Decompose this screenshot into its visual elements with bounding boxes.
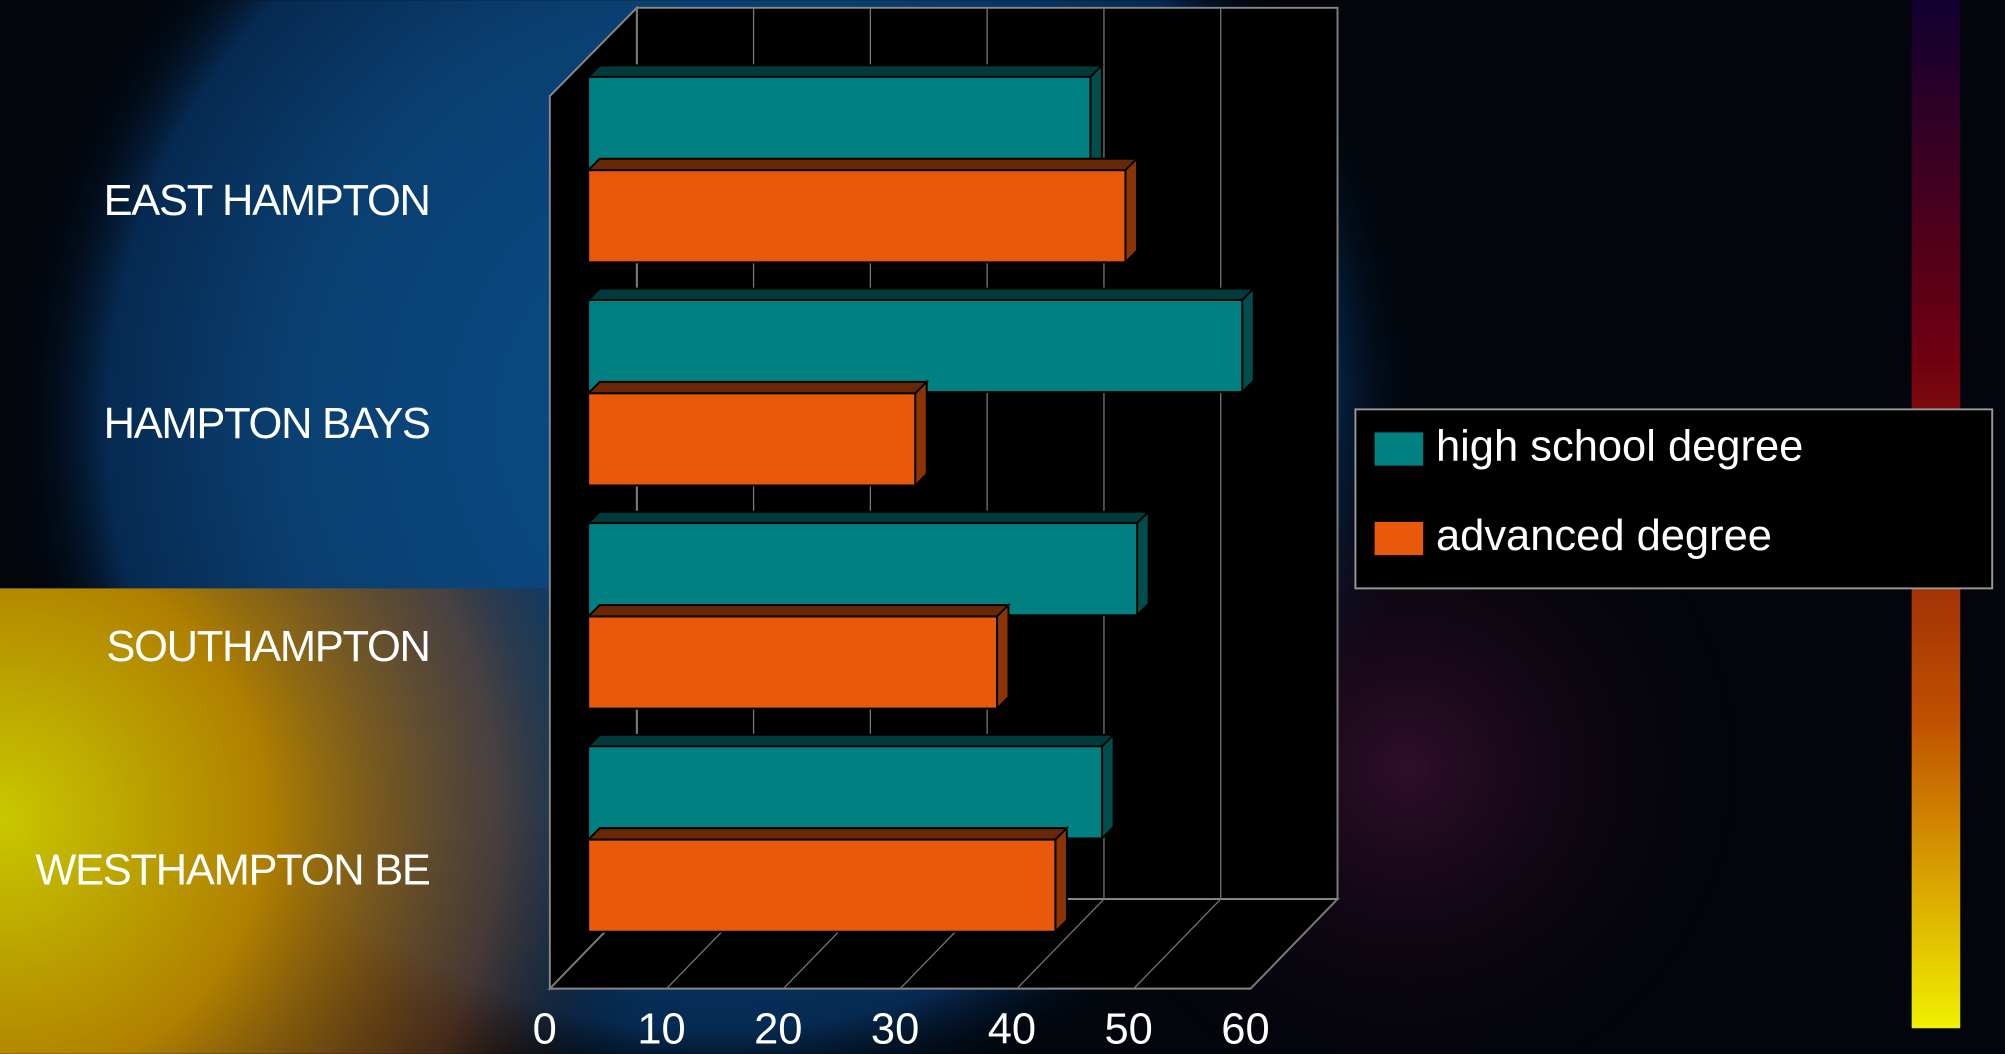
grid-line [1016,898,1105,990]
x-tick-label: 10 [637,1006,685,1054]
bar [587,615,998,710]
bar-top [585,64,1105,78]
bar-side [1124,156,1138,265]
bar [587,75,1092,170]
x-tick-label: 30 [871,1006,919,1054]
y-tick-label: EAST HAMPTON [104,177,430,225]
bar [587,299,1244,394]
bar [587,522,1139,617]
bar-side [914,379,928,488]
grid-line [1133,898,1222,990]
x-tick-label: 60 [1221,1006,1269,1054]
legend [1354,408,1994,590]
y-tick-label: WESTHAMPTON BE [35,846,430,894]
x-tick-label: 20 [754,1006,802,1054]
bar-top [585,380,930,395]
legend-label: high school degree [1436,422,1803,470]
bar-top [585,827,1070,841]
legend-label: advanced degree [1436,512,1772,560]
legend-swatch [1374,432,1424,466]
bar [587,745,1104,840]
bar [587,169,1127,264]
bar-side [1089,63,1103,172]
bar [587,838,1057,933]
legend-swatch [1374,521,1424,556]
bar-side [1101,732,1115,841]
bar-top [585,157,1140,172]
bar-side [1054,825,1068,935]
y-tick-label: HAMPTON BAYS [104,400,430,448]
bar-top [585,287,1257,301]
bar [587,392,917,487]
grid-line [1250,898,1338,990]
bar-top [585,604,1011,618]
bar-side [1136,509,1150,618]
bar-side [1241,286,1255,395]
y-tick-label: SOUTHAMPTON [106,623,429,671]
x-tick-label: 0 [533,1006,557,1054]
x-tick-label: 50 [1104,1006,1152,1054]
x-tick-label: 40 [988,1006,1036,1054]
bar-side [995,602,1010,711]
bar-top [585,510,1151,525]
bar-top [585,733,1116,748]
